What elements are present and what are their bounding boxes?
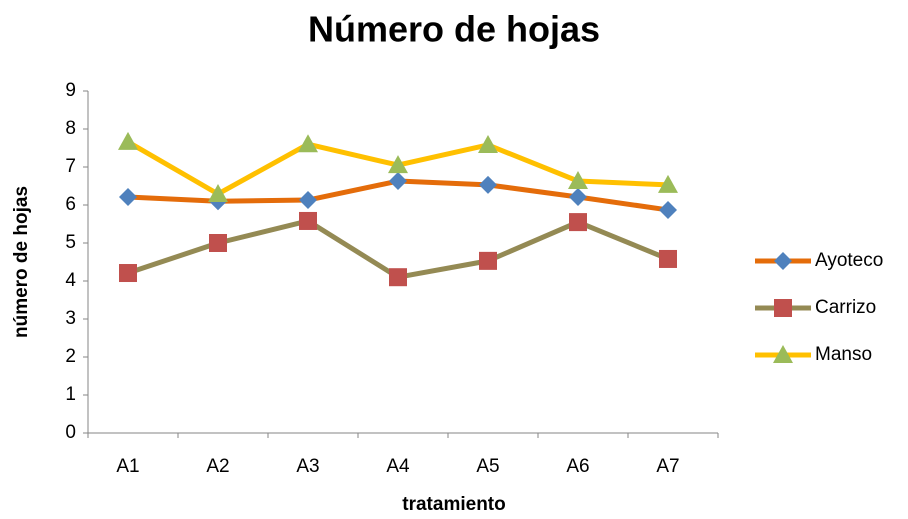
legend-label: Manso: [815, 344, 872, 365]
chart-title: Número de hojas: [308, 9, 600, 50]
x-tick-label: A6: [566, 456, 589, 477]
y-tick-label: 6: [65, 194, 76, 215]
data-point: [568, 171, 588, 190]
data-point: [479, 251, 497, 270]
y-tick-label: 5: [65, 232, 76, 253]
x-tick-label: A2: [206, 456, 229, 477]
data-point: [119, 188, 137, 207]
legend-label: Ayoteco: [815, 250, 883, 271]
y-tick-label: 8: [65, 118, 76, 139]
data-point: [659, 249, 677, 268]
x-tick-label: A1: [116, 456, 139, 477]
data-point: [658, 174, 678, 193]
x-tick-label: A3: [296, 456, 319, 477]
data-point: [209, 234, 227, 252]
y-tick-label: 7: [65, 156, 76, 177]
data-point: [298, 134, 318, 153]
data-point: [479, 175, 497, 194]
y-tick-label: 0: [65, 422, 76, 443]
data-point: [299, 191, 317, 210]
data-point: [569, 213, 587, 232]
y-tick-label: 9: [65, 80, 76, 101]
y-tick-label: 1: [65, 384, 76, 405]
x-tick-label: A7: [656, 456, 679, 477]
data-point: [389, 268, 407, 287]
data-point: [478, 134, 498, 153]
data-point: [569, 188, 587, 207]
y-tick-label: 3: [65, 308, 76, 329]
x-tick-label: A4: [386, 456, 410, 477]
legend-marker: [773, 345, 793, 363]
data-point: [389, 172, 407, 191]
data-point: [659, 200, 677, 219]
legend-marker: [774, 252, 792, 270]
data-point: [118, 131, 138, 150]
data-point: [388, 155, 408, 174]
legend-marker: [774, 299, 792, 317]
legend-label: Carrizo: [815, 297, 876, 318]
y-tick-label: 2: [65, 346, 76, 367]
data-point: [119, 264, 137, 283]
x-tick-label: A5: [476, 456, 499, 477]
y-axis-title: número de hojas: [11, 186, 32, 338]
data-point: [208, 183, 228, 202]
data-point: [299, 211, 317, 230]
x-axis-title: tratamiento: [402, 494, 505, 515]
y-tick-label: 4: [65, 270, 76, 291]
